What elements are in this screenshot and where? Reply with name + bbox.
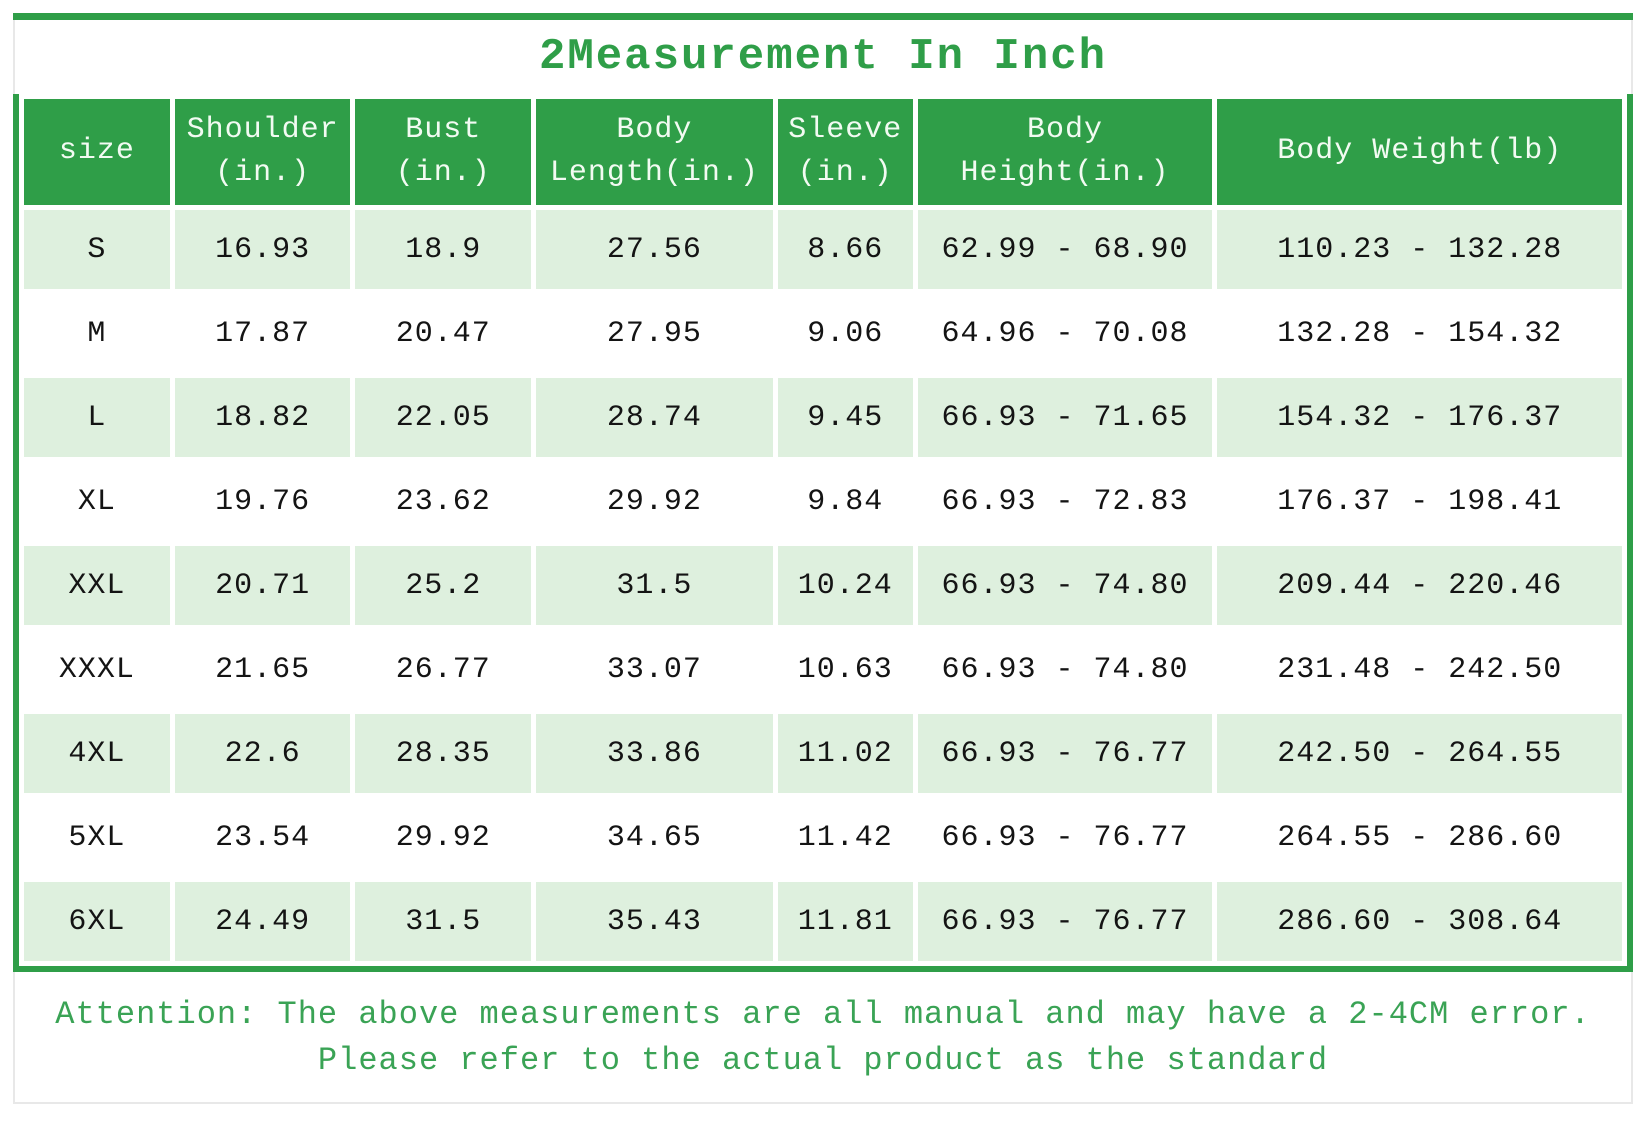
attention-line-2: Please refer to the actual product as th… [317, 1042, 1329, 1079]
table-row-m: M 17.87 20.47 27.95 9.06 64.96 - 70.08 1… [24, 294, 1622, 373]
chart-title: 2Measurement In Inch [538, 32, 1108, 82]
bust-cell: 31.5 [355, 882, 532, 961]
sleeve-cell: 8.66 [777, 210, 913, 289]
bust-cell: 28.35 [355, 714, 532, 793]
shoulder-cell: 23.54 [174, 798, 351, 877]
col-header-size: size [24, 99, 170, 205]
bust-cell: 22.05 [355, 378, 532, 457]
size-cell: M [24, 294, 170, 373]
col-header-body-length: Body Length(in.) [536, 99, 773, 205]
body-length-cell: 29.92 [536, 462, 773, 541]
sleeve-cell: 10.24 [777, 546, 913, 625]
table-row-xxl: XXL 20.71 25.2 31.5 10.24 66.93 - 74.80 … [24, 546, 1622, 625]
body-length-cell: 34.65 [536, 798, 773, 877]
sleeve-cell: 11.42 [777, 798, 913, 877]
bust-cell: 26.77 [355, 630, 532, 709]
body-weight-cell: 176.37 - 198.41 [1217, 462, 1622, 541]
size-cell: S [24, 210, 170, 289]
shoulder-cell: 18.82 [174, 378, 351, 457]
size-cell: XXL [24, 546, 170, 625]
size-cell: XL [24, 462, 170, 541]
size-cell: 5XL [24, 798, 170, 877]
sleeve-cell: 9.84 [777, 462, 913, 541]
sleeve-cell: 10.63 [777, 630, 913, 709]
size-cell: L [24, 378, 170, 457]
size-cell: 6XL [24, 882, 170, 961]
bust-cell: 25.2 [355, 546, 532, 625]
shoulder-cell: 19.76 [174, 462, 351, 541]
sleeve-cell: 9.06 [777, 294, 913, 373]
bust-cell: 18.9 [355, 210, 532, 289]
col-header-body-height: Body Height(in.) [917, 99, 1213, 205]
size-cell: XXXL [24, 630, 170, 709]
body-length-cell: 33.86 [536, 714, 773, 793]
col-header-body-weight: Body Weight(lb) [1217, 99, 1622, 205]
shoulder-cell: 21.65 [174, 630, 351, 709]
shoulder-cell: 17.87 [174, 294, 351, 373]
header-row: size Shoulder (in.) Bust (in.) Body Leng… [24, 99, 1622, 205]
body-weight-cell: 132.28 - 154.32 [1217, 294, 1622, 373]
body-weight-cell: 231.48 - 242.50 [1217, 630, 1622, 709]
body-length-cell: 35.43 [536, 882, 773, 961]
shoulder-cell: 22.6 [174, 714, 351, 793]
sleeve-cell: 11.02 [777, 714, 913, 793]
size-table: size Shoulder (in.) Bust (in.) Body Leng… [19, 94, 1627, 966]
body-length-cell: 33.07 [536, 630, 773, 709]
table-row-xxxl: XXXL 21.65 26.77 33.07 10.63 66.93 - 74.… [24, 630, 1622, 709]
body-length-cell: 27.95 [536, 294, 773, 373]
body-height-cell: 62.99 - 68.90 [917, 210, 1213, 289]
body-height-cell: 66.93 - 76.77 [917, 882, 1213, 961]
size-cell: 4XL [24, 714, 170, 793]
body-length-cell: 28.74 [536, 378, 773, 457]
body-height-cell: 66.93 - 74.80 [917, 546, 1213, 625]
col-header-shoulder: Shoulder (in.) [174, 99, 351, 205]
body-length-cell: 27.56 [536, 210, 773, 289]
body-height-cell: 66.93 - 74.80 [917, 630, 1213, 709]
shoulder-cell: 20.71 [174, 546, 351, 625]
shoulder-cell: 24.49 [174, 882, 351, 961]
body-length-cell: 31.5 [536, 546, 773, 625]
bust-cell: 23.62 [355, 462, 532, 541]
body-weight-cell: 264.55 - 286.60 [1217, 798, 1622, 877]
table-row-xl: XL 19.76 23.62 29.92 9.84 66.93 - 72.83 … [24, 462, 1622, 541]
shoulder-cell: 16.93 [174, 210, 351, 289]
attention-note: Attention: The above measurements are al… [13, 972, 1633, 1104]
col-header-bust: Bust (in.) [355, 99, 532, 205]
size-chart-panel: 2Measurement In Inch size Shoulder (in.)… [13, 13, 1633, 1104]
body-weight-cell: 154.32 - 176.37 [1217, 378, 1622, 457]
sleeve-cell: 9.45 [777, 378, 913, 457]
body-weight-cell: 209.44 - 220.46 [1217, 546, 1622, 625]
table-row-l: L 18.82 22.05 28.74 9.45 66.93 - 71.65 1… [24, 378, 1622, 457]
body-weight-cell: 286.60 - 308.64 [1217, 882, 1622, 961]
table-row-s: S 16.93 18.9 27.56 8.66 62.99 - 68.90 11… [24, 210, 1622, 289]
bust-cell: 20.47 [355, 294, 532, 373]
body-weight-cell: 110.23 - 132.28 [1217, 210, 1622, 289]
table-row-4xl: 4XL 22.6 28.35 33.86 11.02 66.93 - 76.77… [24, 714, 1622, 793]
table-row-5xl: 5XL 23.54 29.92 34.65 11.42 66.93 - 76.7… [24, 798, 1622, 877]
body-height-cell: 66.93 - 76.77 [917, 714, 1213, 793]
table-row-6xl: 6XL 24.49 31.5 35.43 11.81 66.93 - 76.77… [24, 882, 1622, 961]
bust-cell: 29.92 [355, 798, 532, 877]
attention-line-1: Attention: The above measurements are al… [55, 996, 1591, 1033]
body-height-cell: 66.93 - 72.83 [917, 462, 1213, 541]
top-accent-bar [13, 13, 1633, 20]
size-table-container: size Shoulder (in.) Bust (in.) Body Leng… [13, 94, 1633, 972]
col-header-sleeve: Sleeve (in.) [777, 99, 913, 205]
body-weight-cell: 242.50 - 264.55 [1217, 714, 1622, 793]
body-height-cell: 66.93 - 76.77 [917, 798, 1213, 877]
title-row: 2Measurement In Inch [13, 20, 1633, 94]
sleeve-cell: 11.81 [777, 882, 913, 961]
body-height-cell: 64.96 - 70.08 [917, 294, 1213, 373]
body-height-cell: 66.93 - 71.65 [917, 378, 1213, 457]
